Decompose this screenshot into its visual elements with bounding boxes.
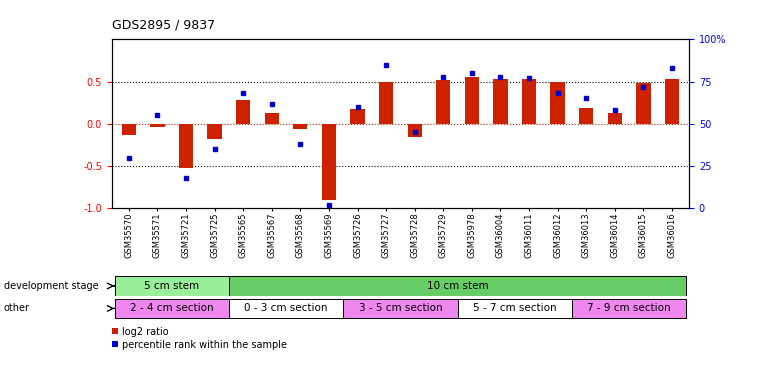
Bar [551, 82, 564, 124]
Bar [115, 276, 229, 296]
Text: other: other [4, 303, 30, 313]
Bar [494, 79, 507, 124]
Text: log2 ratio: log2 ratio [122, 327, 169, 337]
Text: 7 - 9 cm section: 7 - 9 cm section [588, 303, 671, 313]
Bar [522, 79, 536, 124]
Bar [465, 76, 479, 124]
Bar [608, 113, 622, 124]
Bar [236, 100, 250, 124]
Text: 5 - 7 cm section: 5 - 7 cm section [473, 303, 557, 313]
Text: 2 - 4 cm section: 2 - 4 cm section [130, 303, 213, 313]
Bar [572, 298, 686, 318]
Bar [636, 83, 651, 124]
Bar [665, 79, 679, 124]
Text: 3 - 5 cm section: 3 - 5 cm section [359, 303, 442, 313]
Bar [265, 113, 279, 124]
Text: GDS2895 / 9837: GDS2895 / 9837 [112, 19, 215, 32]
Text: 10 cm stem: 10 cm stem [427, 281, 488, 291]
Text: 5 cm stem: 5 cm stem [144, 281, 199, 291]
Bar [322, 124, 336, 200]
Bar [150, 124, 165, 127]
Bar [207, 124, 222, 139]
Bar [179, 124, 193, 168]
Bar [379, 82, 393, 124]
Bar [436, 80, 450, 124]
Bar [343, 298, 457, 318]
Bar [122, 124, 136, 135]
Bar [350, 110, 365, 124]
Bar [229, 276, 686, 296]
Bar [407, 124, 422, 137]
Bar [115, 298, 229, 318]
Bar [229, 298, 343, 318]
Bar [579, 108, 594, 124]
Text: percentile rank within the sample: percentile rank within the sample [122, 340, 286, 350]
Text: development stage: development stage [4, 281, 99, 291]
Text: 0 - 3 cm section: 0 - 3 cm section [244, 303, 328, 313]
Bar [457, 298, 572, 318]
Bar [293, 124, 307, 129]
